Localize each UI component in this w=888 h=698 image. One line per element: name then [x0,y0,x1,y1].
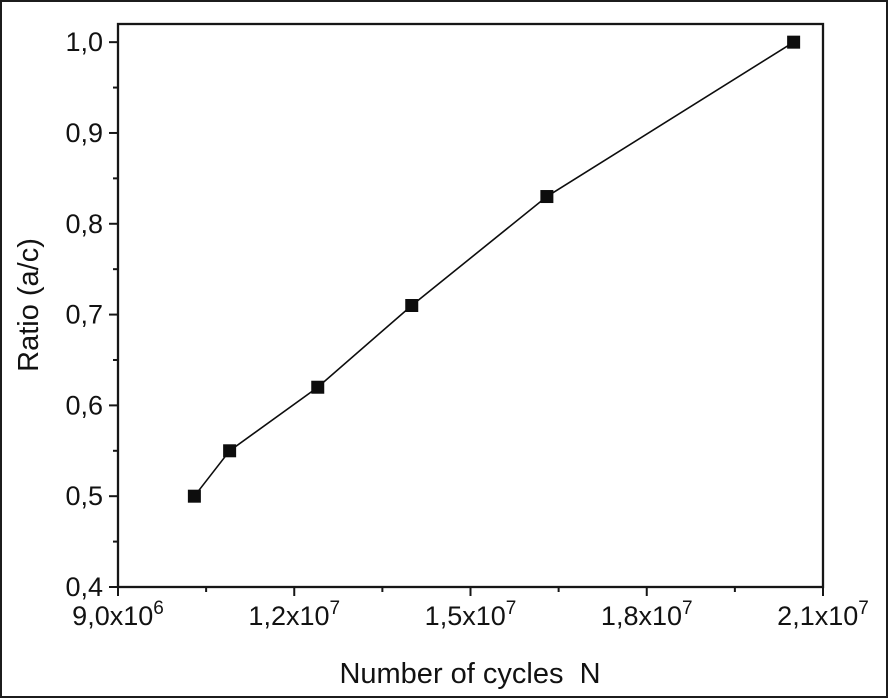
y-tick-label: 0,9 [65,118,103,148]
data-series [187,35,801,503]
plot-frame [116,22,825,589]
axis-ticks [109,41,824,596]
y-tick-label: 0,8 [65,209,103,239]
x-tick-label: 1,5x107 [425,598,517,631]
data-point-marker [223,444,237,458]
x-tick-label: 2,1x107 [777,598,869,631]
x-tick-exponent: 7 [858,598,869,619]
data-point-marker [540,190,554,204]
x-tick-label: 9,0x106 [72,598,164,631]
x-tick-label: 1,8x107 [601,598,693,631]
tick-labels: 0,4 0,5 0,6 0,7 0,8 0,9 1,0 9,0x106 1,2x107 1,5x1… [65,27,868,631]
series-line [193,41,795,497]
x-tick-exponent: 7 [506,598,517,619]
x-tick-label: 1,2x107 [248,598,340,631]
y-axis-title: Ratio (a/c) [13,238,45,372]
y-tick-label: 0,4 [65,572,103,602]
x-tick-exponent: 7 [682,598,693,619]
y-tick-label: 0,7 [65,300,103,330]
plot-frame-border [116,22,825,589]
data-point-marker [787,35,801,49]
data-point-marker [311,380,325,394]
y-tick-label: 1,0 [65,27,103,57]
data-point-marker [405,299,419,312]
y-tick-label: 0,6 [65,390,103,420]
y-tick-label: 0,5 [65,481,103,511]
x-tick-exponent: 7 [330,598,341,619]
x-axis-title: Number of cycles N [339,658,600,690]
x-tick-exponent: 6 [153,598,164,619]
data-point-marker [187,489,201,503]
